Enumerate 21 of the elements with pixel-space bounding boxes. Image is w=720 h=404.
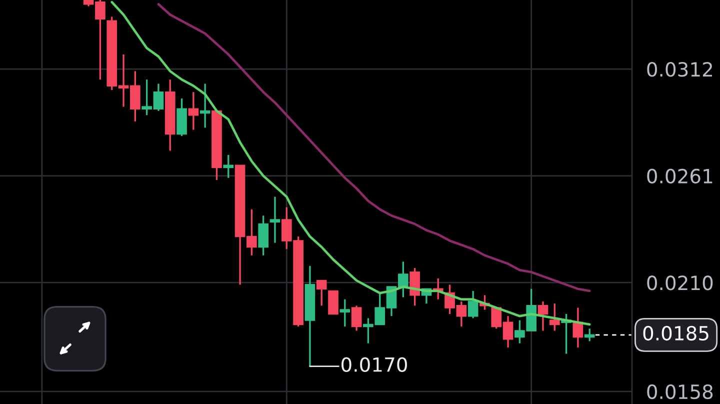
y-tick-label: 0.0210 xyxy=(647,276,713,290)
candlestick xyxy=(270,196,280,244)
candlestick xyxy=(468,290,478,320)
candlestick xyxy=(410,267,420,306)
candlestick xyxy=(258,214,269,256)
candlestick xyxy=(340,298,350,328)
ref-line-label: 0.0185 xyxy=(643,326,708,341)
candlestick xyxy=(538,300,548,332)
candlestick xyxy=(351,304,362,332)
candlestick xyxy=(584,328,595,342)
y-tick-label: 0.0312 xyxy=(647,62,712,77)
candlestick xyxy=(223,154,234,179)
candlestick xyxy=(549,302,560,332)
candlestick xyxy=(316,280,327,306)
y-tick-label: 0.0158 xyxy=(647,384,713,400)
candlestick xyxy=(188,91,199,131)
annotation: 0.0170 xyxy=(342,357,407,372)
candlestick xyxy=(328,290,338,315)
candlestick xyxy=(200,82,210,129)
line-series xyxy=(157,3,591,292)
y-tick-label: 0.0261 xyxy=(647,168,712,184)
